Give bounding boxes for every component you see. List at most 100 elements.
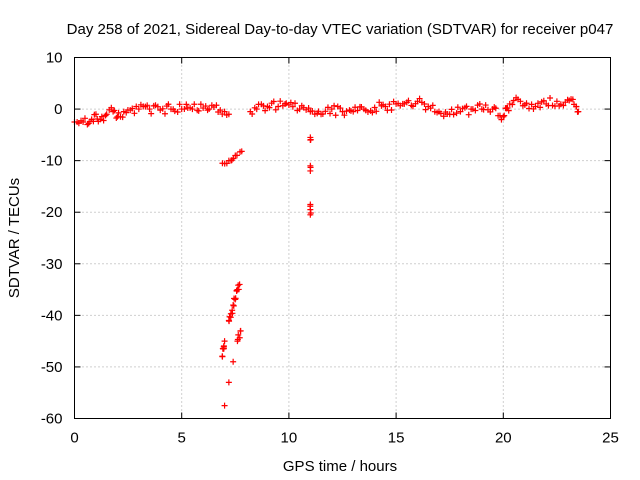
data-point <box>129 105 136 112</box>
data-point <box>221 402 228 409</box>
data-point <box>405 97 412 104</box>
data-point <box>453 110 460 117</box>
data-point <box>369 109 376 116</box>
data-point <box>266 104 273 111</box>
data-point <box>81 115 88 122</box>
data-point <box>103 111 110 118</box>
data-point <box>501 112 508 119</box>
data-point <box>262 107 269 114</box>
data-point <box>229 307 236 314</box>
data-point <box>450 111 457 118</box>
data-point <box>534 100 541 107</box>
data-point <box>500 113 507 120</box>
data-point <box>232 295 239 302</box>
series-vertical-column <box>307 134 314 218</box>
data-point <box>161 110 168 117</box>
data-point <box>371 104 378 111</box>
data-point <box>364 108 371 115</box>
data-point <box>328 106 335 113</box>
data-point <box>230 302 237 309</box>
y-tick-label: -20 <box>41 204 63 221</box>
data-point <box>373 108 380 115</box>
x-tick-label: 25 <box>602 430 619 447</box>
data-point <box>189 106 196 113</box>
data-point <box>206 105 213 112</box>
data-point <box>202 103 209 110</box>
data-point <box>230 155 237 162</box>
data-point <box>292 100 299 107</box>
data-point <box>454 104 461 111</box>
data-point <box>181 106 188 113</box>
data-point <box>341 112 348 119</box>
data-point <box>540 97 547 104</box>
data-point <box>386 101 393 108</box>
x-tick-label: 10 <box>281 430 298 447</box>
data-point <box>296 106 303 113</box>
data-point <box>144 102 151 109</box>
data-point <box>236 334 243 341</box>
x-tick-label: 5 <box>178 430 186 447</box>
data-point <box>504 104 511 111</box>
data-point <box>197 101 204 108</box>
data-point <box>230 302 237 309</box>
data-point <box>225 111 232 118</box>
data-point <box>287 99 294 106</box>
data-point <box>332 112 339 119</box>
data-point <box>472 107 479 114</box>
data-point <box>174 109 181 116</box>
data-point <box>220 344 227 351</box>
series-descending-segment-2 <box>219 281 243 360</box>
y-tick-label: -40 <box>41 307 63 324</box>
y-tick-label: 0 <box>54 101 62 118</box>
x-axis-label: GPS time / hours <box>283 458 397 475</box>
data-point <box>148 110 155 117</box>
data-point <box>260 102 267 109</box>
data-point <box>307 137 314 144</box>
data-point <box>115 109 122 116</box>
data-point <box>523 100 530 107</box>
data-point <box>235 286 242 293</box>
y-tick-label: -30 <box>41 256 63 273</box>
data-point <box>195 107 202 114</box>
data-point <box>275 103 282 110</box>
series-main-band <box>71 94 582 128</box>
data-point <box>113 115 120 122</box>
data-point <box>119 114 126 121</box>
plot-frame <box>74 57 611 419</box>
data-point <box>102 112 109 119</box>
data-point <box>146 106 153 113</box>
data-point <box>289 103 296 110</box>
data-point <box>416 95 423 102</box>
data-point <box>165 101 172 108</box>
data-point <box>492 105 499 112</box>
data-point <box>560 102 567 109</box>
data-point <box>382 103 389 110</box>
data-point <box>253 106 260 113</box>
data-point <box>159 105 166 112</box>
series-descending-segment-3 <box>221 327 244 409</box>
data-point <box>465 111 472 118</box>
data-point <box>528 101 535 108</box>
data-point <box>236 281 243 288</box>
data-point <box>463 103 470 110</box>
data-point <box>482 102 489 109</box>
data-point <box>154 103 161 110</box>
x-tick-label: 20 <box>495 430 512 447</box>
data-point <box>421 100 428 107</box>
data-point <box>309 107 316 114</box>
data-point <box>573 103 580 110</box>
series-descending-segment-1 <box>219 148 245 167</box>
data-point <box>422 106 429 113</box>
data-point <box>307 211 314 218</box>
x-tick-label: 0 <box>70 430 78 447</box>
data-point <box>376 99 383 106</box>
y-tick-label: -50 <box>41 359 63 376</box>
data-point <box>221 108 228 115</box>
y-tick-label: -60 <box>41 411 63 428</box>
data-point <box>354 107 361 114</box>
data-point <box>437 110 444 117</box>
data-point <box>509 101 516 108</box>
data-point <box>191 101 198 108</box>
data-point <box>350 108 357 115</box>
